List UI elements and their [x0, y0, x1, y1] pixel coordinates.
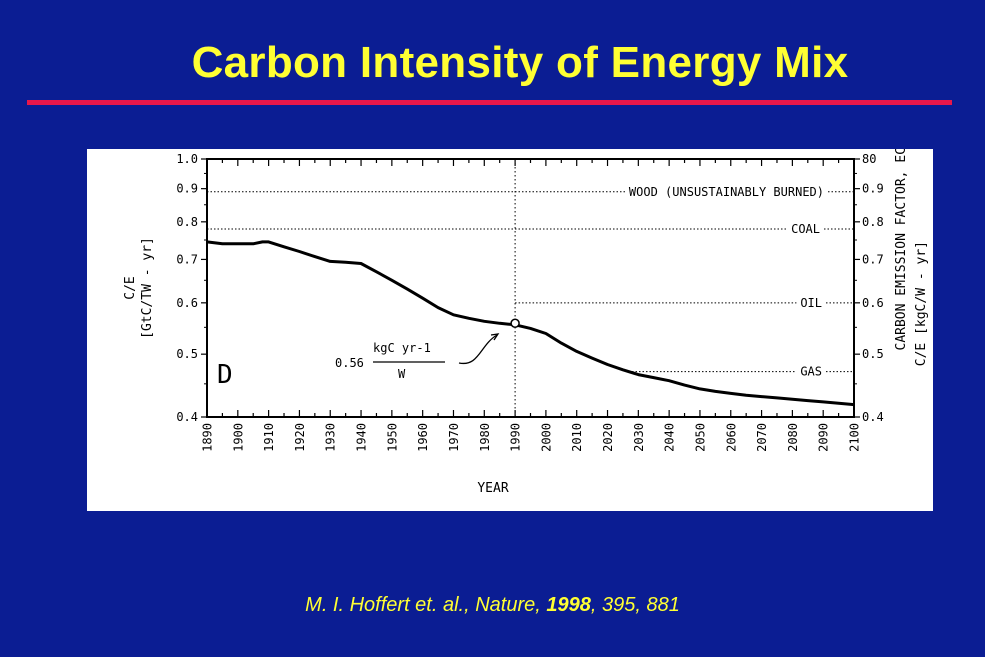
annotation-arrow [458, 334, 498, 365]
x-tick-label: 2020 [601, 423, 615, 452]
y-tick-label-left: 0.7 [176, 252, 198, 266]
chart-figure: 1890 1900 1910 1920 1930 1940 1950 1960 1970 1980… [87, 149, 933, 511]
point-1990 [510, 318, 520, 329]
chart-labels: 0.56 kgC yr-1 W D YEAR C/E [GtC/TW - yr] CARBON… [123, 149, 929, 496]
annotation-arrowhead [490, 333, 500, 341]
y-axis-label-left: C/E [123, 276, 138, 299]
x-tick-label: 1950 [385, 423, 399, 452]
x-tick-label: 2070 [755, 423, 769, 452]
panel-label: D [217, 360, 233, 390]
y-axis-unit-right: C/E [kgC/W - yr] [914, 241, 929, 366]
citation-rest: , 395, 881 [590, 594, 680, 616]
x-tick-label: 1910 [262, 423, 276, 452]
x-tick-label: 1940 [355, 423, 369, 452]
y-tick-label-right: 0.4 [862, 410, 884, 424]
x-tick-label: 2000 [539, 423, 553, 452]
annotation-denominator: W [398, 367, 406, 381]
data-series [206, 240, 855, 407]
y-tick-label-left: 0.6 [176, 296, 198, 310]
y-tick-label-right: 80 [862, 152, 876, 166]
y-tick-label-right: 0.5 [862, 347, 884, 361]
chart-svg: 1890 1900 1910 1920 1930 1940 1950 1960 1970 1980… [123, 149, 929, 496]
annotation-numerator: kgC yr-1 [373, 341, 431, 355]
x-tick-label: 2060 [724, 423, 738, 452]
y-tick-label-left: 1.0 [176, 152, 198, 166]
x-tick-label: 1930 [324, 423, 338, 452]
y-tick-label-left: 0.4 [176, 410, 198, 424]
x-tick-label: 1920 [293, 423, 307, 452]
y-axis-unit-left: [GtC/TW - yr] [140, 237, 155, 339]
x-tick-label: 1900 [231, 423, 245, 452]
x-tick-label: 2030 [632, 423, 646, 452]
carbon-intensity-line [206, 240, 855, 407]
y-tick-label-right: 0.7 [862, 252, 884, 266]
x-tick-label: 2050 [693, 423, 707, 452]
citation-year: 1998 [546, 594, 591, 616]
reference-line-label: OIL [800, 296, 822, 310]
citation-authors: M. I. Hoffert et. al., Nature, [305, 594, 547, 616]
slide-title: Carbon Intensity of Energy Mix [191, 38, 849, 87]
x-tick-label: 1990 [509, 423, 523, 452]
y-tick-label-right: 0.8 [862, 215, 884, 229]
x-tick-label: 2040 [663, 423, 677, 452]
y-tick-label-right: 0.9 [862, 182, 884, 196]
y-tick-label-right: 0.6 [862, 296, 884, 310]
x-tick-label: 1970 [447, 423, 461, 452]
reference-line-label: COAL [791, 222, 820, 236]
reference-lines: WOOD (UNSUSTAINABLY BURNED) COAL OIL GAS [207, 159, 854, 417]
x-axis-label: YEAR [477, 481, 508, 496]
title-divider [27, 100, 952, 105]
y-tick-label-left: 0.8 [176, 215, 198, 229]
y-axis-label-right: CARBON EMISSION FACTOR, EC [894, 149, 909, 351]
reference-line-label: GAS [800, 365, 822, 379]
x-tick-label: 2090 [817, 423, 831, 452]
annotation-value: 0.56 [335, 356, 364, 370]
chart-axes: 1890 1900 1910 1920 1930 1940 1950 1960 1970 1980… [176, 152, 883, 452]
x-tick-label: 2010 [570, 423, 584, 452]
x-tick-label: 1890 [201, 423, 215, 452]
x-tick-label: 2080 [786, 423, 800, 452]
x-tick-label: 1980 [478, 423, 492, 452]
reference-line-label: WOOD (UNSUSTAINABLY BURNED) [629, 185, 824, 199]
x-tick-label: 1960 [416, 423, 430, 452]
citation: M. I. Hoffert et. al., Nature, 1998, 395… [0, 594, 985, 617]
y-tick-label-left: 0.9 [176, 182, 198, 196]
y-tick-label-left: 0.5 [176, 347, 198, 361]
x-tick-label: 2100 [848, 423, 862, 452]
